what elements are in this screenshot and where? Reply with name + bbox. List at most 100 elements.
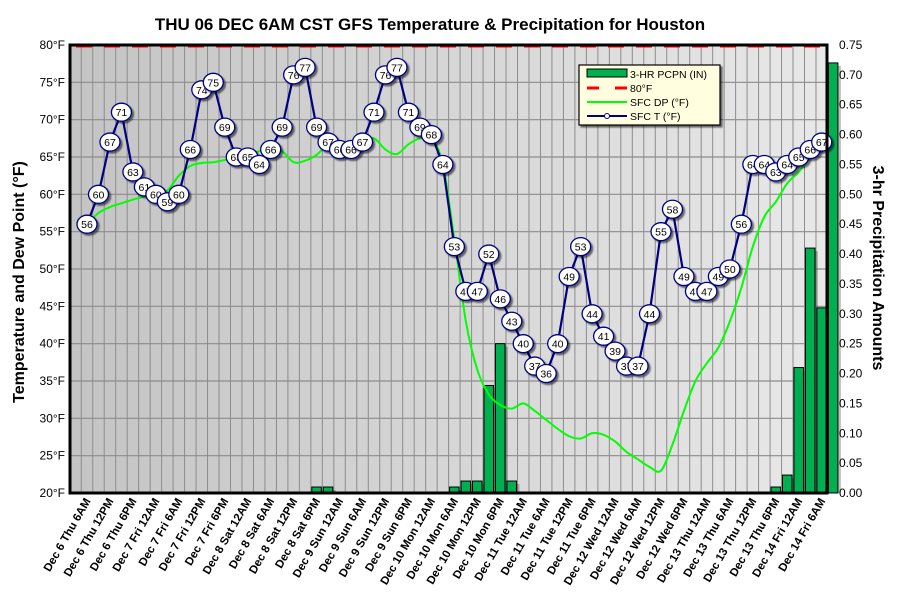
temperature-data-label: 67 xyxy=(104,137,116,149)
temperature-marker-circle xyxy=(386,57,408,78)
temperature-data-label: 37 xyxy=(632,361,644,373)
temperature-marker-circle xyxy=(248,154,270,175)
y2-tick-label: 0.10 xyxy=(839,426,863,440)
temperature-data-label: 64 xyxy=(437,159,449,171)
temperature-data-label: 63 xyxy=(770,167,782,179)
y2-tick-label: 0.45 xyxy=(839,217,863,231)
temperature-data-label: 67 xyxy=(357,137,369,149)
temperature-marker: 49 xyxy=(673,266,695,287)
temperature-marker: 66 xyxy=(260,139,282,160)
temperature-marker-circle xyxy=(87,184,110,204)
y-tick-label: 75°F xyxy=(40,75,65,89)
temperature-data-label: 71 xyxy=(403,107,415,119)
y-axis-left: 20°F 25°F 30°F 35°F 40°F 45°F 50°F 55°F 60°F 65°F… xyxy=(40,38,65,500)
precip-bar xyxy=(793,367,804,494)
temperature-data-label: 37 xyxy=(621,361,633,373)
y2-tick-label: 0.25 xyxy=(839,337,863,351)
temperature-marker: 53 xyxy=(443,236,466,257)
y2-tick-label: 0.55 xyxy=(839,157,863,171)
y-tick-label: 80°F xyxy=(40,38,65,52)
legend-label-dewpoint: SFC DP (°F) xyxy=(630,97,689,109)
temperature-marker: 53 xyxy=(569,236,592,257)
legend: 3-HR PCPN (IN) 80°F SFC DP (°F) SFC T (°F) xyxy=(578,64,721,126)
temperature-data-label: 49 xyxy=(678,271,690,283)
temperature-marker: 60 xyxy=(87,184,110,204)
temperature-data-label: 66 xyxy=(184,145,196,157)
y-tick-label: 50°F xyxy=(40,262,65,276)
y-tick-label: 30°F xyxy=(40,411,65,425)
temperature-data-label: 69 xyxy=(311,122,323,134)
temperature-marker: 55 xyxy=(650,222,672,242)
temperature-data-label: 76 xyxy=(380,70,392,82)
y2-axis-label: 3-hr Precipitation Amounts xyxy=(869,166,886,371)
temperature-data-label: 56 xyxy=(736,219,748,231)
temperature-marker-circle xyxy=(489,289,511,309)
y2-tick-label: 0.20 xyxy=(839,367,863,381)
temperature-data-label: 36 xyxy=(540,369,552,381)
temperature-marker-circle xyxy=(443,236,466,257)
precip-bar xyxy=(804,247,816,494)
temperature-data-label: 39 xyxy=(609,346,621,358)
temperature-data-label: 67 xyxy=(322,137,334,149)
legend-swatch-temp-marker xyxy=(604,113,610,119)
temperature-data-label: 69 xyxy=(414,122,426,134)
temperature-data-label: 58 xyxy=(667,204,679,216)
temperature-data-label: 60 xyxy=(150,189,162,201)
temperature-data-label: 53 xyxy=(575,242,587,254)
temperature-marker: 66 xyxy=(179,139,201,160)
y2-tick-label: 0.50 xyxy=(839,187,863,201)
legend-label-temp: SFC T (°F) xyxy=(630,111,680,123)
temperature-marker-circle xyxy=(179,139,201,160)
temperature-data-label: 40 xyxy=(517,339,529,351)
y-tick-label: 35°F xyxy=(40,374,65,388)
temperature-marker: 67 xyxy=(351,132,374,152)
temperature-marker-circle xyxy=(535,363,557,384)
temperature-data-label: 43 xyxy=(506,316,518,328)
temperature-marker: 71 xyxy=(397,102,420,122)
temperature-marker-circle xyxy=(512,334,534,354)
temperature-marker: 40 xyxy=(512,334,534,354)
temperature-data-label: 49 xyxy=(713,271,725,283)
temperature-marker: 68 xyxy=(420,124,443,145)
temperature-marker: 71 xyxy=(363,102,385,122)
temperature-data-label: 61 xyxy=(139,182,151,194)
y2-tick-label: 0.30 xyxy=(839,307,863,321)
y2-tick-label: 0.35 xyxy=(839,277,863,291)
temperature-data-label: 41 xyxy=(598,331,610,343)
temperature-marker: 64 xyxy=(432,154,454,175)
temperature-marker: 77 xyxy=(386,57,408,78)
temperature-marker-circle xyxy=(260,139,282,160)
temperature-data-label: 60 xyxy=(173,189,185,201)
y-axis-label: Temperature and Dew Point (°F) xyxy=(11,161,28,403)
temperature-marker-circle xyxy=(294,57,316,78)
temperature-data-label: 63 xyxy=(127,167,139,179)
temperature-data-label: 66 xyxy=(265,145,277,157)
y-tick-label: 65°F xyxy=(40,150,65,164)
y-tick-label: 25°F xyxy=(40,449,65,463)
temperature-data-label: 47 xyxy=(701,286,713,298)
temperature-marker-circle xyxy=(592,326,615,346)
temperature-marker-circle xyxy=(638,304,661,324)
temperature-marker: 69 xyxy=(271,117,293,137)
temperature-marker: 39 xyxy=(604,341,626,361)
temperature-marker-circle xyxy=(99,132,121,152)
temperature-marker-circle xyxy=(305,117,328,137)
temperature-data-label: 56 xyxy=(81,219,93,231)
temperature-marker: 46 xyxy=(489,289,511,309)
temperature-marker-circle xyxy=(604,341,626,361)
temperature-marker-circle xyxy=(432,154,454,175)
temperature-data-label: 65 xyxy=(230,152,242,164)
temperature-data-label: 71 xyxy=(368,107,380,119)
temperature-data-label: 64 xyxy=(781,159,793,171)
temperature-data-label: 67 xyxy=(816,137,828,149)
temperature-marker-circle xyxy=(168,184,190,204)
precip-bars xyxy=(311,62,841,494)
temperature-marker: 37 xyxy=(627,356,649,376)
temperature-data-label: 52 xyxy=(483,249,495,261)
temperature-data-label: 75 xyxy=(207,77,219,89)
temperature-marker-circle xyxy=(730,214,753,234)
precip-bar xyxy=(460,480,472,494)
legend-swatch-precip xyxy=(586,68,628,78)
y2-tick-label: 0.65 xyxy=(839,98,863,112)
